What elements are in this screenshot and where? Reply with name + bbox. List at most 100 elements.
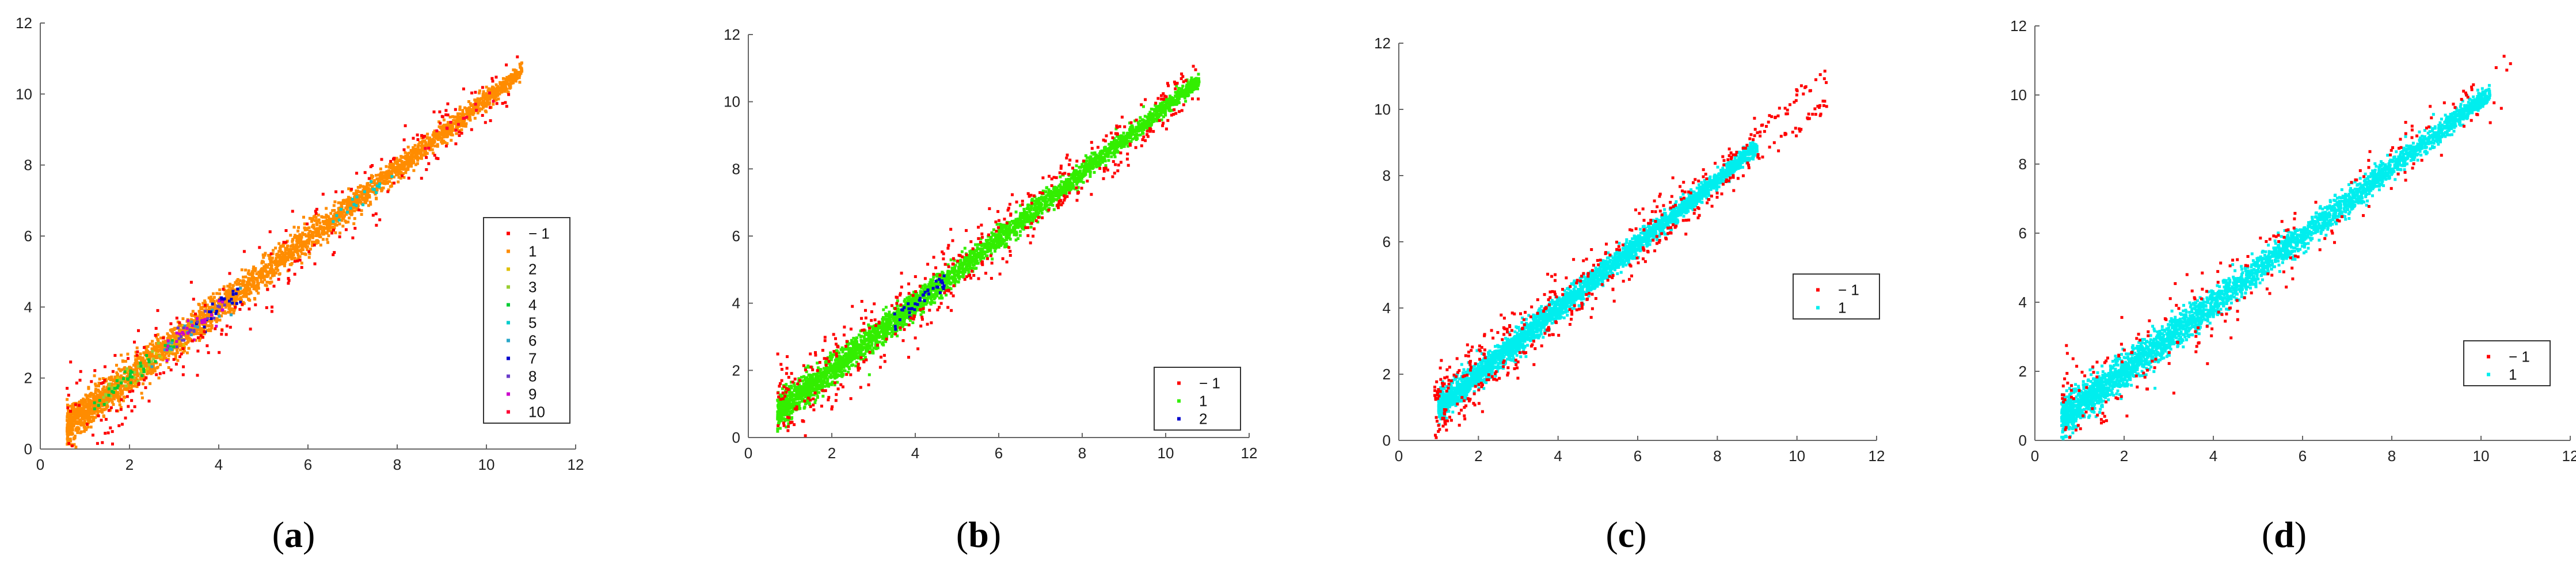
data-point: [253, 285, 257, 288]
data-point: [85, 416, 89, 420]
data-point: [104, 417, 108, 421]
data-point: [460, 131, 463, 135]
data-point: [870, 344, 873, 347]
data-point: [399, 172, 402, 174]
data-point: [448, 123, 452, 126]
data-point: [158, 372, 162, 375]
data-point: [169, 337, 172, 340]
data-point: [182, 329, 186, 332]
data-point: [458, 105, 462, 109]
data-point: [202, 311, 206, 315]
data-point: [69, 439, 73, 443]
data-point: [292, 253, 295, 257]
data-point: [350, 210, 353, 213]
data-point: [283, 264, 286, 268]
data-point: [124, 360, 127, 363]
data-point: [318, 233, 321, 237]
data-point: [1045, 208, 1048, 211]
data-point: [293, 272, 296, 276]
data-point: [427, 146, 431, 150]
data-point: [465, 112, 469, 115]
data-point: [462, 88, 465, 90]
data-point: [96, 405, 100, 409]
data-point: [122, 399, 125, 402]
data-point: [249, 328, 252, 331]
data-point: [368, 194, 371, 197]
data-point: [286, 244, 289, 248]
data-point: [156, 366, 159, 369]
data-point: [269, 276, 272, 280]
x-tick-label: 2: [125, 456, 134, 473]
data-point: [508, 77, 512, 79]
data-point: [491, 96, 494, 99]
x-tick-label: 8: [393, 456, 401, 473]
data-point: [442, 139, 446, 143]
data-point: [518, 76, 521, 79]
data-point: [474, 100, 477, 104]
data-point: [360, 195, 364, 198]
data-point: [289, 234, 292, 237]
data-point: [105, 393, 109, 397]
data-point: [378, 218, 382, 222]
data-point: [246, 284, 249, 287]
data-point: [1020, 225, 1023, 229]
data-point: [427, 162, 431, 165]
data-point: [112, 391, 115, 394]
data-point: [111, 393, 115, 397]
data-point: [79, 370, 82, 373]
data-point: [833, 352, 836, 356]
data-point: [337, 218, 341, 222]
data-point: [402, 138, 406, 142]
data-point: [462, 115, 465, 118]
data-point: [300, 266, 303, 269]
data-point: [386, 190, 390, 193]
data-point: [147, 400, 151, 403]
data-point: [158, 354, 161, 358]
data-point: [267, 263, 271, 266]
data-point: [345, 198, 349, 201]
data-point: [423, 145, 426, 149]
data-point: [473, 98, 477, 102]
data-point: [66, 425, 69, 428]
data-point: [66, 423, 69, 427]
data-point: [332, 253, 335, 256]
data-point: [223, 303, 226, 307]
data-point: [264, 269, 267, 273]
data-point: [851, 342, 854, 345]
data-point: [456, 127, 459, 131]
data-point: [355, 204, 358, 207]
data-point: [239, 301, 242, 304]
data-point: [78, 378, 82, 382]
data-point: [218, 309, 222, 313]
data-point: [414, 156, 417, 159]
legend-marker: [507, 410, 510, 414]
data-point: [380, 172, 384, 176]
data-point: [395, 165, 399, 169]
data-point: [478, 92, 481, 95]
data-point: [128, 386, 132, 390]
data-point: [470, 110, 473, 113]
legend-marker: [507, 285, 510, 289]
data-point: [248, 273, 252, 276]
data-point: [112, 378, 115, 382]
data-point: [114, 391, 117, 395]
data-point: [492, 92, 496, 95]
data-point: [1101, 152, 1105, 155]
data-point: [455, 132, 458, 135]
data-point: [194, 315, 197, 318]
data-point: [420, 134, 423, 137]
data-point: [149, 343, 152, 346]
data-point: [75, 408, 79, 411]
data-point: [337, 208, 341, 212]
data-point: [485, 98, 489, 102]
data-point: [1197, 77, 1200, 81]
data-point: [484, 121, 487, 124]
data-point: [264, 252, 267, 255]
data-point: [281, 253, 285, 256]
data-point: [88, 418, 92, 421]
data-point: [969, 253, 972, 257]
data-point: [116, 391, 120, 394]
data-point: [111, 401, 114, 404]
